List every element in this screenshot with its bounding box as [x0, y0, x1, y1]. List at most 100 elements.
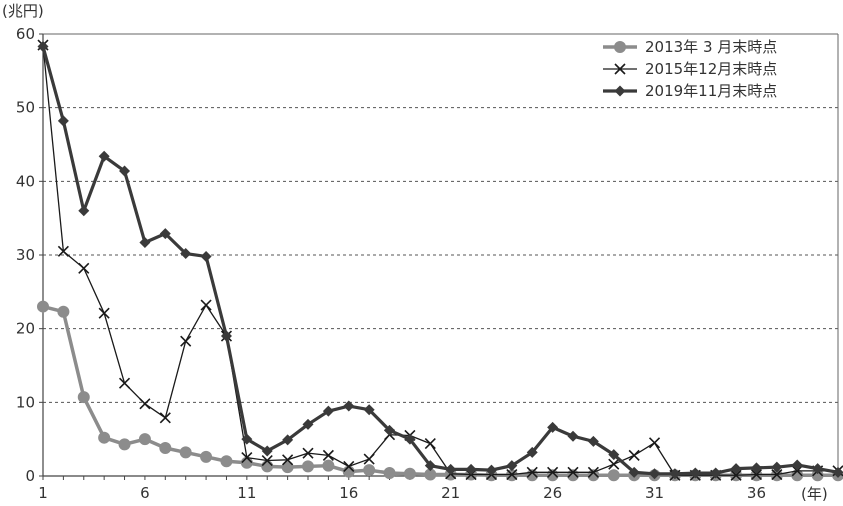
series-line [41, 46, 839, 476]
point-marker [547, 421, 559, 433]
point-marker [791, 459, 803, 471]
legend-item-3: 2019年11月末時点 [603, 82, 777, 100]
x-tick-label: 36 [747, 484, 766, 502]
point-marker [424, 438, 436, 450]
legend-item-1: 2013年 3 月末時点 [603, 38, 777, 56]
point-marker [343, 460, 355, 472]
point-marker [832, 466, 843, 478]
point-marker [384, 424, 396, 436]
point-marker [771, 468, 783, 481]
x-tick-label: 6 [140, 484, 150, 502]
point-marker [281, 461, 294, 474]
point-marker [322, 449, 334, 461]
point-marker [139, 236, 151, 248]
y-tick-label: 0 [25, 467, 35, 485]
x-tick-label: 16 [339, 484, 358, 502]
point-marker [608, 458, 620, 470]
point-marker [302, 460, 314, 473]
point-marker [78, 262, 90, 274]
point-marker [118, 377, 131, 389]
point-marker [383, 467, 396, 480]
series-line [42, 44, 838, 476]
point-marker [200, 250, 212, 262]
point-marker [57, 115, 69, 127]
series-2 [37, 39, 843, 481]
y-tick-label: 20 [16, 320, 35, 338]
point-marker [710, 467, 722, 479]
point-marker [791, 465, 803, 477]
y-tick-label: 60 [16, 25, 35, 43]
legend-item-2: 2015年12月末時点 [603, 60, 777, 78]
point-marker [614, 63, 626, 75]
point-marker [689, 467, 701, 479]
point-marker [98, 307, 110, 319]
point-marker [812, 463, 824, 475]
point-marker [424, 460, 436, 472]
point-marker [343, 400, 355, 412]
point-marker [506, 460, 518, 472]
legend-label: 2019年11月末時点 [645, 82, 777, 100]
point-marker [587, 466, 599, 478]
point-marker [261, 454, 273, 467]
point-marker [363, 453, 375, 465]
y-tick-label: 40 [16, 172, 35, 190]
point-marker [119, 165, 131, 177]
point-marker [322, 405, 334, 417]
x-tick-label: 21 [441, 484, 460, 502]
point-marker [587, 435, 599, 447]
point-marker [180, 248, 192, 260]
point-marker [465, 463, 477, 475]
point-marker [669, 468, 681, 480]
point-marker [37, 41, 49, 53]
legend-label: 2015年12月末時点 [645, 60, 777, 78]
y-tick-label: 30 [16, 246, 35, 264]
point-marker [485, 464, 497, 476]
point-marker [241, 433, 253, 445]
point-marker [179, 446, 192, 459]
point-marker [750, 462, 762, 474]
point-marker [220, 330, 232, 342]
point-marker [241, 452, 253, 464]
point-marker [282, 434, 294, 446]
point-marker [628, 466, 640, 478]
y-tick-label: 10 [16, 393, 35, 411]
x-tick-label: 26 [543, 484, 562, 502]
point-marker [567, 466, 579, 478]
point-marker [547, 466, 559, 478]
point-marker [282, 454, 294, 466]
point-marker [526, 446, 538, 458]
y-tick-label: 50 [16, 99, 35, 117]
point-marker [180, 335, 192, 347]
point-marker [77, 391, 90, 404]
point-marker [322, 459, 335, 472]
point-marker [200, 450, 213, 463]
point-marker [607, 469, 620, 482]
point-marker [649, 468, 661, 480]
point-marker [78, 205, 90, 217]
point-marker [403, 467, 416, 480]
point-marker [506, 468, 518, 481]
point-marker [730, 469, 742, 481]
point-marker [302, 447, 314, 459]
point-marker [261, 460, 274, 473]
x-tick-label: 11 [237, 484, 256, 502]
point-marker [648, 437, 661, 449]
series-1 [37, 300, 843, 482]
point-marker [614, 41, 626, 53]
point-marker [200, 299, 212, 311]
point-marker [57, 245, 69, 257]
point-marker [445, 463, 457, 475]
point-marker [608, 449, 620, 461]
point-marker [771, 461, 783, 473]
series-layer [37, 39, 843, 482]
point-marker [98, 150, 110, 162]
point-marker [57, 305, 70, 318]
point-marker [138, 433, 151, 446]
legend: 2013年 3 月末時点 2015年12月末時点 2019年11月末時点 [603, 38, 777, 100]
point-marker [159, 228, 171, 240]
point-marker [567, 430, 579, 442]
y-unit-label: (兆円) [2, 2, 44, 20]
point-marker [159, 412, 171, 424]
point-marker [750, 468, 763, 481]
